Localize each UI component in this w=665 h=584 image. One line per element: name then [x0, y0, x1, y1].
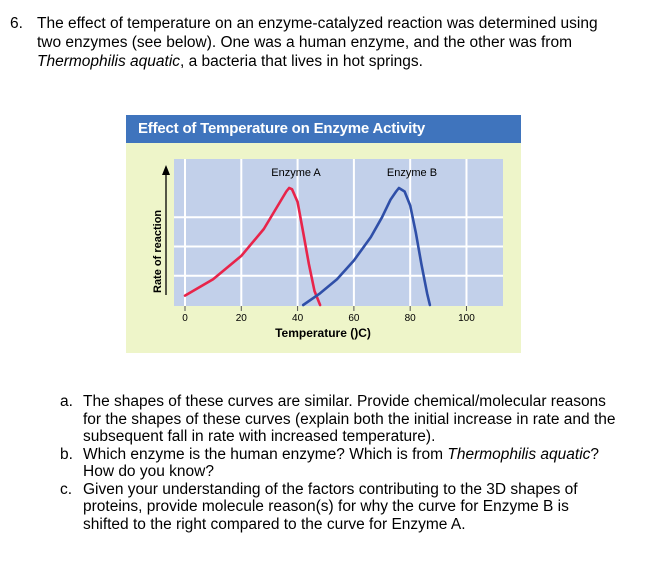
subquestion-mark: c. [60, 480, 73, 498]
subquestions: a. The shapes of these curves are simila… [60, 393, 650, 533]
subquestion-line: shifted to the right compared to the cur… [83, 515, 466, 533]
question-number: 6. [10, 15, 23, 32]
enzyme-activity-chart: 0 20 40 60 80 100 Rate of reaction Temperatur… [152, 159, 503, 340]
subquestion-mark: a. [60, 393, 73, 410]
question-line-rest: , a bacteria that lives in hot springs. [180, 53, 423, 70]
grid-lines [174, 159, 503, 306]
question-line: Thermophilis aquatic, a bacteria that li… [37, 52, 647, 71]
subquestion-text: ? [590, 445, 600, 463]
series-label-enzyme-b: Enzyme B [387, 167, 437, 179]
figure-title: Effect of Temperature on Enzyme Activity [138, 120, 426, 137]
x-tick-label: 0 [182, 313, 188, 324]
y-axis-arrow-head [162, 165, 170, 175]
question-line: The effect of temperature on an enzyme-c… [37, 15, 598, 32]
subquestion-line: subsequent fall in rate with increased t… [83, 428, 436, 445]
question-line: two enzymes (see below). One was a human… [37, 34, 572, 51]
y-axis-label: Rate of reaction [152, 210, 164, 293]
series-line-enzyme-b [301, 186, 432, 307]
subquestion-a: a. The shapes of these curves are simila… [60, 393, 650, 446]
subquestion-line: How do you know? [83, 463, 214, 480]
subquestion-line: Which enzyme is the human enzyme? Which … [83, 446, 648, 464]
subquestion-line: Given your understanding of the factors … [83, 480, 578, 498]
subquestion-c: c. Given your understanding of the facto… [60, 481, 650, 534]
series-line-enzyme-a [183, 186, 322, 307]
x-axis-label: Temperature ()C) [275, 326, 371, 340]
x-tick-label: 20 [236, 313, 248, 324]
subquestion-line: for the shapes of these curves (explain … [83, 410, 616, 428]
x-tick-label: 40 [292, 313, 304, 324]
subquestion-mark: b. [60, 445, 73, 463]
x-axis-ticks: 0 20 40 60 80 100 [182, 306, 475, 324]
x-tick-label: 80 [405, 313, 417, 324]
enzyme-activity-figure: Effect of Temperature on Enzyme Activity… [126, 115, 521, 353]
x-tick-label: 60 [348, 313, 360, 324]
species-name: Thermophilis aquatic [447, 445, 591, 463]
subquestion-text: Which enzyme is the human enzyme? Which … [83, 445, 448, 463]
x-tick-label: 100 [458, 313, 475, 324]
plot-area [174, 159, 503, 306]
question-text: The effect of temperature on an enzyme-c… [37, 14, 647, 71]
series-group [183, 186, 432, 307]
species-name: Thermophilis aquatic [37, 53, 181, 70]
series-label-enzyme-a: Enzyme A [271, 167, 321, 179]
subquestion-line: The shapes of these curves are similar. … [83, 393, 606, 410]
figure-title-bar: Effect of Temperature on Enzyme Activity [126, 115, 521, 143]
subquestion-line: proteins, provide molecule reason(s) for… [83, 498, 569, 515]
subquestion-b: b. Which enzyme is the human enzyme? Whi… [60, 446, 650, 481]
